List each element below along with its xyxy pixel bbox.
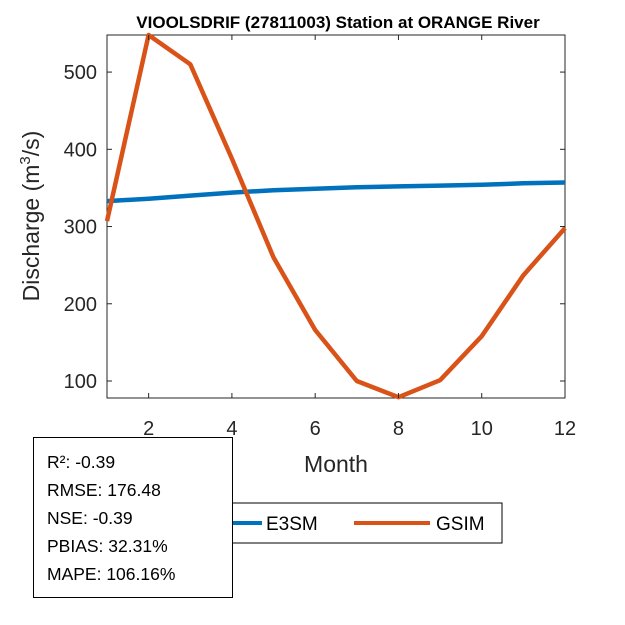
y-axis-label-superscript: 3	[17, 156, 34, 164]
y-axis-label-main: Discharge (m	[18, 165, 44, 302]
stat-r2: R²: -0.39	[47, 452, 116, 472]
x-tick-label: 2	[143, 418, 154, 440]
y-axis-label-tail: /s)	[18, 131, 44, 157]
y-ticks: 100 200 300 400 500	[64, 62, 565, 393]
series-line-gsim	[104, 32, 567, 400]
axes-box	[106, 34, 566, 399]
x-tick-label: 8	[393, 418, 404, 440]
y-tick-label: 300	[64, 217, 97, 239]
stats-box: R²: -0.39 RMSE: 176.48 NSE: -0.39 PBIAS:…	[33, 437, 233, 598]
stat-mape: MAPE: 106.16%	[47, 564, 176, 584]
series-layer	[104, 32, 567, 400]
stat-pbias: PBIAS: 32.31%	[47, 536, 168, 556]
x-tick-label: 10	[471, 418, 493, 440]
stat-nse: NSE: -0.39	[47, 508, 133, 528]
y-tick-label: 500	[64, 62, 97, 84]
chart-title: VIOOLSDRIF (27811003) Station at ORANGE …	[136, 13, 540, 32]
y-axis-label: Discharge (m3/s)	[17, 131, 44, 302]
y-tick-label: 200	[64, 294, 97, 316]
legend: E3SM GSIM	[224, 502, 503, 544]
legend-label-gsim: GSIM	[436, 514, 485, 535]
x-ticks: 2 4 6 8 10 12	[143, 35, 576, 440]
y-tick-label: 400	[64, 139, 97, 161]
y-tick-label: 100	[64, 371, 97, 393]
x-tick-label: 12	[554, 418, 576, 440]
stat-rmse: RMSE: 176.48	[47, 480, 161, 500]
plot-area: 2 4 6 8 10 12 100 200 300 400 500	[64, 32, 576, 440]
series-line-e3sm	[106, 180, 566, 204]
x-axis-label: Month	[304, 451, 368, 477]
x-tick-label: 6	[310, 418, 321, 440]
x-tick-label: 4	[226, 418, 237, 440]
legend-label-e3sm: E3SM	[266, 514, 318, 535]
